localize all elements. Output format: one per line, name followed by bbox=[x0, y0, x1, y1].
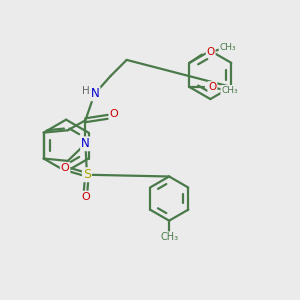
Text: N: N bbox=[81, 137, 90, 150]
Text: CH₃: CH₃ bbox=[221, 86, 238, 95]
Text: O: O bbox=[109, 110, 118, 119]
Text: O: O bbox=[206, 47, 215, 57]
Text: O: O bbox=[208, 82, 217, 92]
Text: O: O bbox=[61, 163, 70, 173]
Text: H: H bbox=[82, 86, 89, 96]
Text: CH₃: CH₃ bbox=[160, 232, 178, 242]
Text: S: S bbox=[83, 168, 91, 181]
Text: CH₃: CH₃ bbox=[219, 43, 236, 52]
Text: N: N bbox=[91, 87, 100, 100]
Text: O: O bbox=[81, 191, 90, 202]
